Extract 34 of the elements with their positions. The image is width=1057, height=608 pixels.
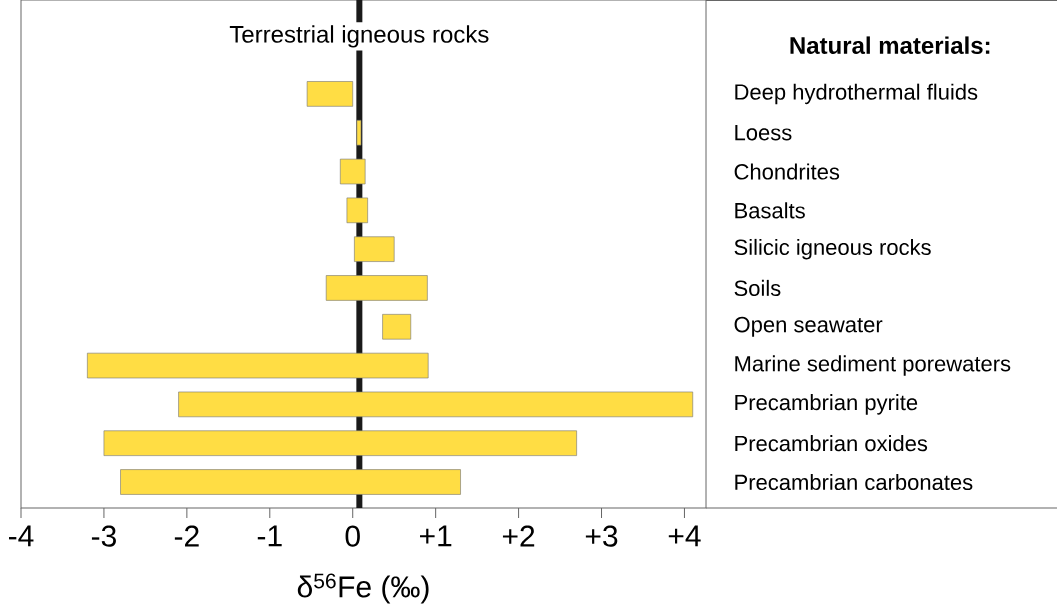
x-tick-label: -1 — [257, 525, 282, 547]
y-tick-label: Deep hydrothermal fluids — [735, 83, 978, 105]
x-tick-label: 0 — [345, 525, 360, 547]
y-tick-label: Silicic igneous rocks — [734, 238, 931, 260]
bar — [354, 236, 395, 262]
x-tick-label: +2 — [502, 525, 535, 547]
ref-line-label: Terrestrial igneous rocks — [229, 25, 489, 48]
bar — [103, 430, 577, 456]
y-tick-label: Precambrian carbonates — [735, 473, 973, 491]
y-tick-label: Loess — [735, 125, 792, 141]
bar — [382, 314, 412, 340]
x-tick-label: -4 — [9, 525, 34, 547]
x-axis-title: δ$^{56}$Fe (‰) — [297, 573, 429, 604]
y-tick-label: Marine sediment porewaters — [735, 355, 1011, 376]
x-tick-label: +1 — [420, 525, 452, 547]
y-tick-label: Chondrites — [734, 163, 840, 180]
y-tick-label: Open seawater — [734, 316, 883, 337]
y-tick-label: Basalts — [735, 202, 805, 219]
x-tick-label: +3 — [585, 525, 618, 547]
bar — [325, 275, 428, 301]
bar — [346, 197, 368, 224]
x-tick-label: +4 — [668, 525, 701, 547]
y-tick-label: Precambrian pyrite — [735, 394, 918, 415]
bar — [120, 469, 461, 495]
y-tick-label: Soils — [734, 279, 781, 297]
x-tick-label: -3 — [91, 525, 116, 547]
y-axis-title: Natural materials: — [790, 36, 990, 55]
x-tick-label: -2 — [174, 525, 199, 547]
bar — [306, 81, 354, 107]
bar — [339, 158, 366, 185]
bar — [178, 391, 694, 418]
y-tick-label: Precambrian oxides — [735, 435, 928, 452]
bar — [356, 120, 362, 146]
bar — [87, 352, 429, 379]
